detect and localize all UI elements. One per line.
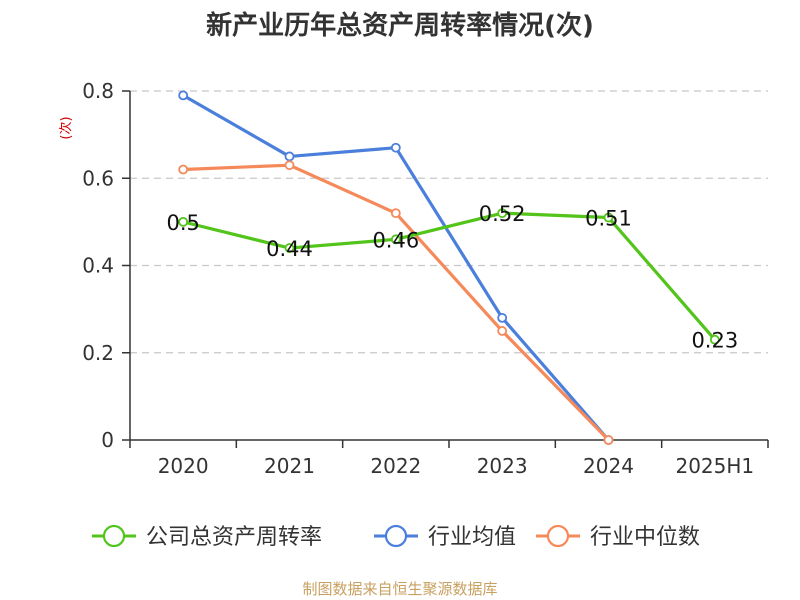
x-tick-label: 2025H1 (675, 454, 754, 478)
y-tick-label: 0 (101, 428, 114, 452)
data-label: 0.46 (372, 228, 419, 252)
data-point (603, 212, 614, 223)
chart-title: 新产业历年总资产周转率情况(次) (206, 10, 594, 41)
grid-lines (130, 90, 768, 354)
axes: 0 0.2 0.4 0.6 0.8 2020 2021 2022 2023 2024 2025H1 (82, 79, 769, 478)
data-label: 0.51 (585, 207, 632, 231)
series-lines (178, 90, 720, 445)
x-tick-label: 2022 (370, 454, 421, 478)
legend-marker (546, 524, 570, 548)
x-tick-label: 2024 (583, 454, 634, 478)
legend-label: 公司总资产周转率 (146, 525, 322, 550)
y-tick-label: 0.8 (82, 79, 114, 103)
data-point (284, 160, 295, 171)
legend-label: 行业均值 (428, 525, 516, 550)
x-tick-label: 2023 (477, 454, 528, 478)
y-tick-label: 0.6 (82, 166, 114, 190)
data-point (178, 90, 189, 101)
data-point (709, 334, 720, 345)
data-label: 0.52 (479, 202, 526, 226)
data-point (178, 216, 189, 227)
x-tick-label: 2020 (158, 454, 209, 478)
data-label: 0.44 (266, 237, 313, 261)
data-point (284, 243, 295, 253)
data-point (497, 312, 508, 323)
data-label: 0.23 (691, 329, 738, 353)
source-note: 制图数据来自恒生聚源数据库 (302, 580, 497, 598)
y-axis-unit: (次) (58, 116, 74, 139)
data-point (390, 208, 401, 219)
y-tick-label: 0.4 (82, 254, 114, 278)
series-line (183, 163, 610, 442)
data-point (497, 208, 508, 219)
data-point (603, 435, 614, 445)
legend[interactable]: 公司总资产周转率 行业均值 行业中位数 (92, 524, 700, 550)
data-point (178, 164, 189, 175)
data-point (390, 142, 401, 153)
legend-label: 行业中位数 (590, 525, 700, 550)
series-line (182, 211, 717, 341)
legend-marker (102, 524, 126, 548)
legend-item[interactable]: 行业均值 (374, 524, 516, 550)
legend-item[interactable]: 公司总资产周转率 (92, 524, 322, 550)
data-point (284, 151, 295, 162)
y-tick-label: 0.2 (82, 341, 114, 365)
legend-item[interactable]: 行业中位数 (536, 524, 700, 550)
data-point (497, 326, 508, 336)
data-label: 0.5 (166, 211, 199, 235)
data-labels: 0.5 0.44 0.46 0.52 0.51 0.23 (166, 202, 738, 353)
legend-marker (384, 524, 408, 548)
x-tick-label: 2021 (264, 454, 315, 478)
data-point (390, 234, 401, 245)
